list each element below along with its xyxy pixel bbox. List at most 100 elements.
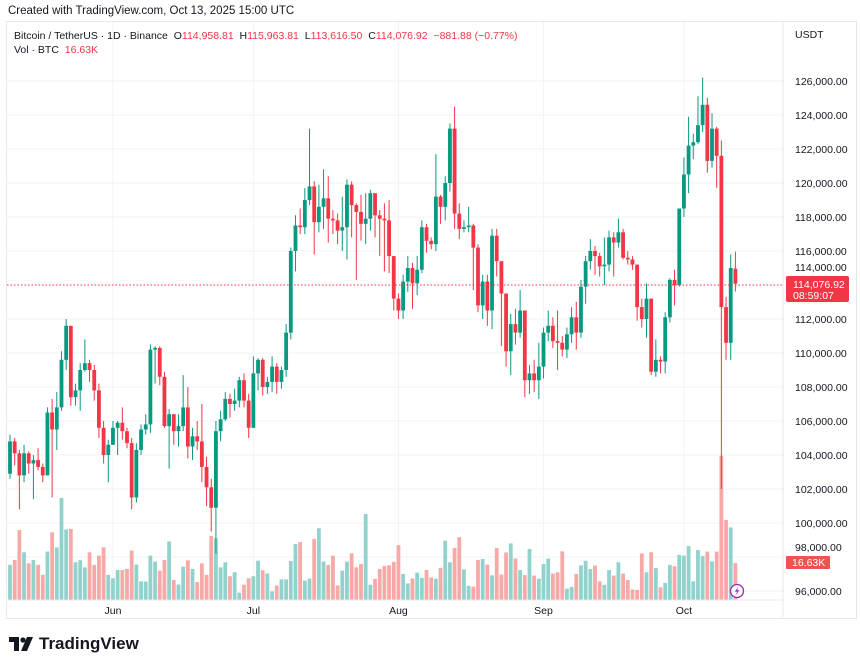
candle (401, 274, 406, 319)
volume-bar (204, 574, 209, 600)
candle (728, 254, 733, 360)
candle (54, 392, 59, 450)
candle-body (326, 198, 331, 219)
candle (574, 302, 579, 350)
candle (667, 278, 672, 323)
candle-body (616, 232, 621, 243)
volume-bar (340, 570, 345, 600)
candle-body (97, 390, 101, 428)
candle (129, 438, 134, 510)
candle-body (316, 206, 321, 223)
candle-body (284, 332, 289, 370)
volume-bar (588, 568, 593, 600)
candle (185, 387, 190, 459)
volume-bar (157, 570, 162, 600)
last-price-tag: 114,076.92 08:59:07 (786, 276, 849, 302)
volume-bar (195, 582, 200, 600)
candle-body (260, 359, 265, 387)
volume-bar (218, 567, 223, 600)
candle (157, 346, 162, 386)
symbol-title[interactable]: Bitcoin / TetherUS · 1D · Binance (14, 30, 168, 42)
volume-bar (485, 564, 490, 600)
candle-body (349, 184, 354, 206)
lightning-icon[interactable] (729, 583, 745, 599)
volume-bar (54, 547, 59, 600)
candle-body (228, 398, 232, 404)
volume-bar (448, 562, 452, 600)
candle-body (59, 359, 64, 408)
candle-body (368, 193, 373, 219)
candle-body (391, 256, 396, 299)
candle (274, 363, 279, 394)
volume-bar (658, 587, 663, 600)
candle-body (565, 334, 569, 350)
volume-bar (345, 561, 349, 600)
candle-body (480, 281, 485, 306)
candle-body (335, 220, 340, 231)
candle (382, 203, 387, 272)
volume-bar (696, 550, 700, 600)
volume-bar (686, 546, 691, 600)
volume-bar (663, 582, 668, 600)
volume-bar (359, 564, 363, 600)
candle (190, 427, 195, 461)
candle (167, 409, 172, 469)
candle-body (363, 218, 368, 224)
tradingview-logo[interactable]: TradingView (9, 634, 139, 654)
time-tick-label: Sep (534, 605, 553, 617)
candle-body (54, 407, 59, 430)
candle (148, 344, 153, 433)
candle-body (658, 359, 663, 362)
candle (527, 364, 532, 394)
candle-body (644, 298, 649, 319)
candle (246, 393, 251, 438)
candle (476, 244, 480, 313)
candle (686, 116, 691, 194)
candle (270, 356, 274, 393)
candle (471, 223, 476, 291)
candle (452, 106, 457, 229)
candle-body (560, 342, 565, 350)
candle (59, 351, 64, 411)
candle (433, 154, 438, 251)
volume-label[interactable]: Vol · BTC (14, 44, 59, 56)
candle (209, 478, 214, 532)
volume-bar (251, 576, 256, 600)
currency-label[interactable]: USDT (795, 29, 824, 41)
volume-bar (616, 562, 621, 600)
volume-bar (237, 592, 242, 600)
candle-body (550, 325, 555, 342)
volume-bar (228, 576, 232, 600)
candle (139, 424, 143, 455)
candle-body (270, 366, 274, 382)
candle-body (462, 227, 466, 229)
candle (607, 230, 611, 272)
candle (373, 193, 377, 238)
candle-body (125, 431, 129, 444)
candle-body (181, 407, 186, 427)
price-axis[interactable]: 126,000.00 124,000.00 122,000.00 120,000.00… (795, 76, 848, 598)
candle-body (185, 407, 190, 447)
time-axis[interactable]: Jun Jul Aug Sep Oct (104, 605, 692, 617)
volume-bar (26, 563, 31, 600)
volume-bar (106, 574, 111, 600)
candle (438, 194, 443, 224)
volume-bar (78, 560, 83, 600)
candle-body (682, 174, 686, 209)
last-price-tag-bg (786, 276, 849, 302)
candle (396, 293, 401, 319)
volume-bar (724, 520, 728, 600)
candle-body (527, 373, 532, 381)
candle (541, 327, 546, 379)
candle-body (8, 441, 12, 474)
price-tick-label: 112,000.00 (795, 314, 847, 326)
volume-bar (349, 553, 354, 600)
volume-bar (490, 575, 494, 600)
volume-tag-bg (786, 556, 830, 569)
candle (443, 176, 448, 221)
open-value: 114,958.81 (181, 30, 234, 42)
candle (64, 319, 69, 370)
candle-body (209, 487, 214, 508)
candle (621, 228, 625, 260)
